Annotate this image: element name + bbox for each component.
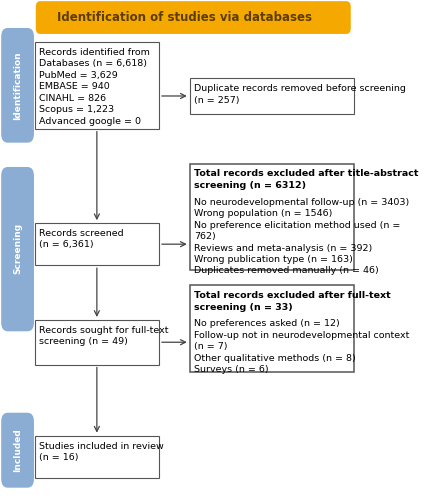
FancyBboxPatch shape: [190, 164, 354, 270]
Text: Total records excluded after title-abstract
screening (n = 6312): Total records excluded after title-abstr…: [194, 170, 419, 190]
Text: Included: Included: [13, 428, 22, 472]
FancyBboxPatch shape: [35, 320, 159, 364]
FancyBboxPatch shape: [35, 42, 159, 129]
Text: Screening: Screening: [13, 224, 22, 274]
Text: Duplicate records removed before screening
(n = 257): Duplicate records removed before screeni…: [194, 84, 406, 104]
Text: Records identified from
Databases (n = 6,618)
PubMed = 3,629
EMBASE = 940
CINAHL: Records identified from Databases (n = 6…: [39, 48, 150, 126]
Text: No preferences asked (n = 12)
Follow-up not in neurodevelopmental context
(n = 7: No preferences asked (n = 12) Follow-up …: [194, 320, 410, 374]
FancyBboxPatch shape: [190, 78, 354, 114]
FancyBboxPatch shape: [35, 223, 159, 266]
FancyBboxPatch shape: [190, 285, 354, 372]
Text: No neurodevelopmental follow-up (n = 3403)
Wrong population (n = 1546)
No prefer: No neurodevelopmental follow-up (n = 340…: [194, 198, 409, 276]
FancyBboxPatch shape: [1, 412, 34, 488]
Text: Identification: Identification: [13, 52, 22, 120]
FancyBboxPatch shape: [1, 28, 34, 142]
Text: Records sought for full-text
screening (n = 49): Records sought for full-text screening (…: [39, 326, 168, 346]
Text: Studies included in review
(n = 16): Studies included in review (n = 16): [39, 442, 164, 462]
FancyBboxPatch shape: [36, 1, 351, 34]
Text: Identification of studies via databases: Identification of studies via databases: [57, 11, 312, 24]
Text: Records screened
(n = 6,361): Records screened (n = 6,361): [39, 229, 124, 250]
FancyBboxPatch shape: [35, 436, 159, 478]
FancyBboxPatch shape: [1, 167, 34, 332]
Text: Total records excluded after full-text
screening (n = 33): Total records excluded after full-text s…: [194, 291, 391, 312]
